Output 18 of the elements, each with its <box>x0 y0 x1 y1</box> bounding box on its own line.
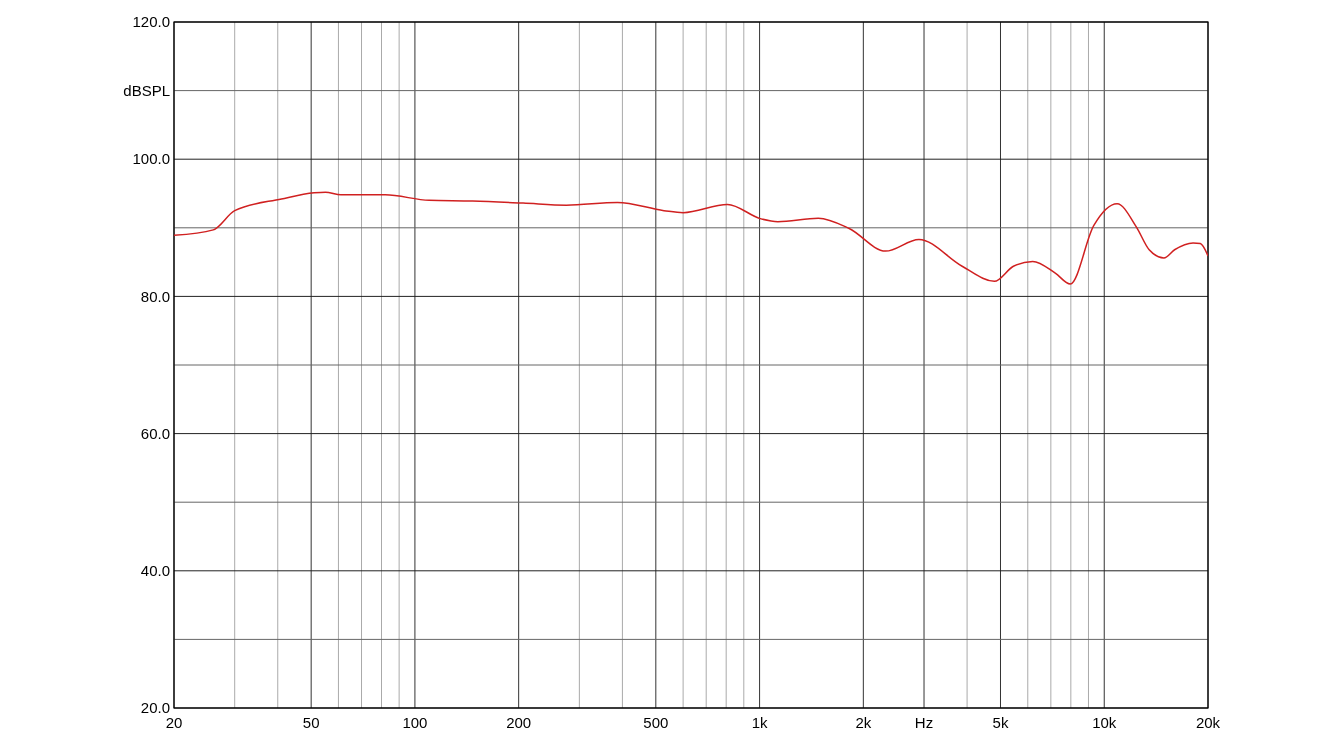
y-tick-label: 60.0 <box>140 424 170 442</box>
y-tick-label: 120.0 <box>132 13 170 31</box>
x-tick-label: 1k <box>751 714 768 731</box>
x-tick-label: 20k <box>1195 714 1221 731</box>
x-tick-label: 50 <box>302 714 320 731</box>
x-tick-label: 100 <box>402 714 428 731</box>
x-tick-label: 500 <box>643 714 669 731</box>
x-tick-label: 20 <box>165 714 183 731</box>
y-tick-label: 40.0 <box>140 562 170 580</box>
y-axis-title: dBSPL <box>123 81 170 99</box>
x-tick-label: 2k <box>855 714 872 731</box>
y-tick-label: 100.0 <box>132 150 170 168</box>
y-tick-label: 20.0 <box>140 699 170 717</box>
x-tick-label: 10k <box>1092 714 1117 731</box>
x-tick-label: Hz <box>914 714 934 731</box>
y-tick-label: 80.0 <box>140 287 170 305</box>
x-tick-label: 5k <box>992 714 1009 731</box>
x-tick-label: 200 <box>506 714 532 731</box>
